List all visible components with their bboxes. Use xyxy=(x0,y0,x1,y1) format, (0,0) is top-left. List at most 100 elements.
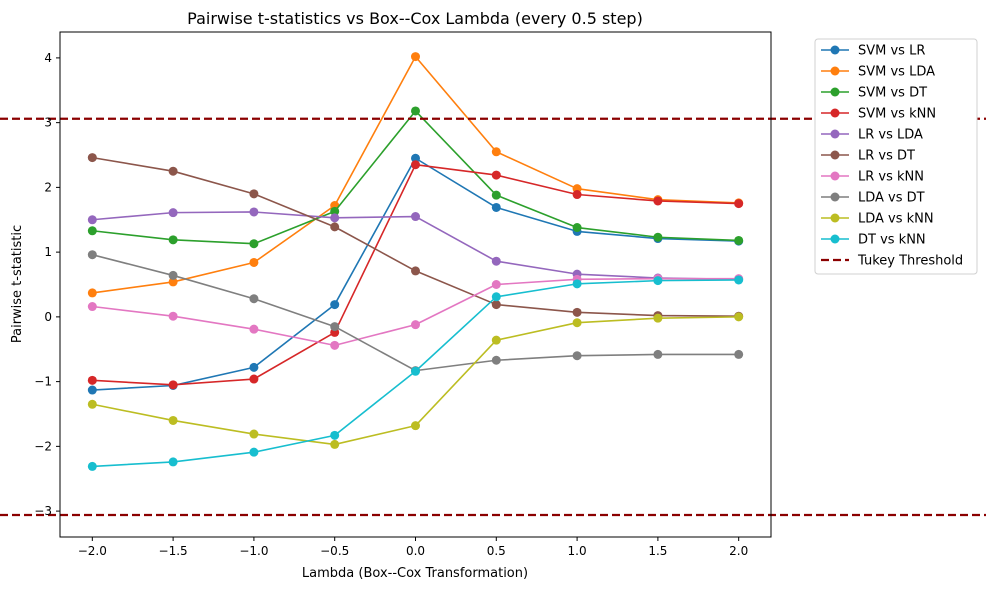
data-point xyxy=(491,300,501,310)
data-point xyxy=(653,232,663,242)
legend-label: LR vs DT xyxy=(858,149,915,164)
data-point xyxy=(330,439,340,449)
data-point xyxy=(87,302,97,312)
legend-item: Tukey Threshold xyxy=(821,254,963,269)
y-tick-label: −1 xyxy=(34,375,52,389)
legend-marker xyxy=(830,129,840,139)
legend-marker xyxy=(830,192,840,202)
y-tick-label: 1 xyxy=(44,245,52,259)
data-point xyxy=(330,340,340,350)
data-point xyxy=(491,202,501,212)
data-point xyxy=(572,223,582,233)
data-point xyxy=(411,320,420,330)
data-point xyxy=(249,239,259,249)
data-point xyxy=(249,362,259,372)
data-point xyxy=(734,349,744,359)
legend-label: LR vs LDA xyxy=(858,128,923,143)
data-point xyxy=(491,292,501,302)
data-point xyxy=(330,206,340,216)
series-line xyxy=(92,277,739,347)
x-tick-label: 0.0 xyxy=(406,544,425,558)
data-point xyxy=(87,461,97,471)
data-point xyxy=(249,257,259,267)
y-axis-label: Pairwise t-statistic xyxy=(10,225,25,343)
legend-item: LR vs LDA xyxy=(821,128,923,143)
data-point xyxy=(87,226,97,236)
y-tick-label: 3 xyxy=(44,116,52,130)
x-tick-label: −0.5 xyxy=(320,544,349,558)
series-line xyxy=(92,110,739,245)
data-point xyxy=(653,349,663,359)
legend-marker xyxy=(830,234,840,244)
data-point xyxy=(491,335,501,345)
data-point xyxy=(168,208,178,218)
y-tick-label: 2 xyxy=(44,180,52,194)
x-axis-label: Lambda (Box--Cox Transformation) xyxy=(302,566,528,581)
legend-label: SVM vs DT xyxy=(858,86,927,101)
data-point xyxy=(734,312,744,322)
data-point xyxy=(249,374,259,384)
legend-marker xyxy=(830,45,840,55)
x-tick-label: −1.0 xyxy=(239,544,268,558)
data-point xyxy=(411,106,420,116)
data-point xyxy=(168,166,178,176)
series-3 xyxy=(87,160,744,390)
x-axis: −2.0 −1.5 −1.0 −0.5 0.0 0.5 1.0 1.5 2.0 xyxy=(78,537,748,558)
legend-label: LR vs kNN xyxy=(858,170,924,185)
data-point xyxy=(330,322,340,332)
legend-marker xyxy=(830,87,840,97)
chart-title: Pairwise t-statistics vs Box--Cox Lambda… xyxy=(187,9,643,28)
y-tick-label: −3 xyxy=(34,504,52,518)
legend-item: SVM vs LR xyxy=(821,44,925,59)
data-point xyxy=(87,153,97,163)
x-tick-label: −1.5 xyxy=(159,544,188,558)
data-point xyxy=(572,351,582,361)
legend-label: SVM vs kNN xyxy=(858,107,936,122)
legend-label: LDA vs DT xyxy=(858,191,925,206)
data-point xyxy=(87,399,97,409)
data-point xyxy=(491,280,501,289)
data-point xyxy=(168,270,178,280)
legend-label: SVM vs LR xyxy=(858,44,925,59)
data-point xyxy=(249,447,259,457)
data-point xyxy=(87,250,97,260)
legend-label: SVM vs LDA xyxy=(858,65,935,80)
legend-item: DT vs kNN xyxy=(821,233,926,248)
data-point xyxy=(411,52,420,62)
x-tick-label: 0.5 xyxy=(487,544,506,558)
data-point xyxy=(491,256,501,266)
legend-label: DT vs kNN xyxy=(858,233,926,248)
y-axis: −3 −2 −1 0 1 2 3 4 xyxy=(34,51,60,518)
legend-item: LR vs DT xyxy=(821,149,915,164)
data-point xyxy=(168,380,178,390)
legend-item: SVM vs kNN xyxy=(821,107,936,122)
data-point xyxy=(330,300,340,310)
data-point xyxy=(168,311,178,321)
data-point xyxy=(249,207,259,217)
data-point xyxy=(330,430,340,440)
x-tick-label: 2.0 xyxy=(729,544,748,558)
data-point xyxy=(168,277,178,287)
data-point xyxy=(734,235,744,245)
data-point xyxy=(411,421,420,431)
data-point xyxy=(411,266,420,276)
legend-marker xyxy=(830,108,840,118)
legend-item: LR vs kNN xyxy=(821,170,924,185)
x-tick-label: 1.5 xyxy=(648,544,667,558)
data-point xyxy=(653,313,663,323)
data-point xyxy=(411,153,420,163)
data-point xyxy=(491,147,501,157)
data-point xyxy=(491,190,501,200)
data-point xyxy=(168,415,178,425)
data-point xyxy=(249,429,259,439)
data-point xyxy=(249,189,259,199)
legend-item: SVM vs LDA xyxy=(821,65,935,80)
legend-marker xyxy=(830,66,840,76)
data-point xyxy=(653,196,663,206)
legend-marker xyxy=(830,150,840,160)
y-tick-label: −2 xyxy=(34,439,52,453)
data-point xyxy=(168,235,178,245)
legend-item: LDA vs kNN xyxy=(821,212,934,227)
data-point xyxy=(734,199,744,209)
